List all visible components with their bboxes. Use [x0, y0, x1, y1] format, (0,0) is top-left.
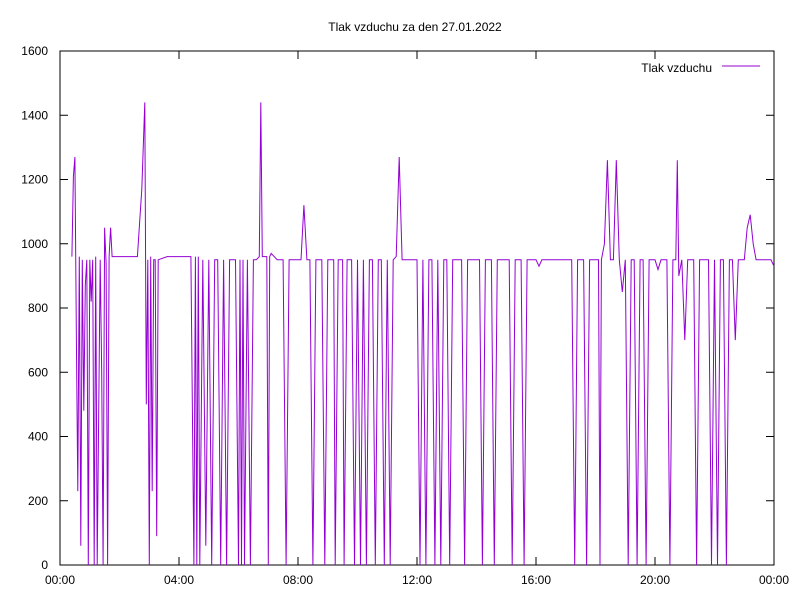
axes: 0 200 400 600 800 1000 1200 1400 1600 00:00 04:00 0… [21, 44, 789, 587]
y-tick-label: 0 [41, 558, 48, 572]
x-tick-label: 20:00 [640, 573, 670, 587]
y-tick-label: 1000 [21, 237, 48, 251]
legend: Tlak vzduchu [641, 61, 760, 75]
y-tick-label: 600 [28, 365, 48, 379]
x-tick-label: 00:00 [759, 573, 789, 587]
y-tick-label: 1200 [21, 173, 48, 187]
y-tick-label: 800 [28, 301, 48, 315]
x-tick-label: 08:00 [283, 573, 313, 587]
x-tick-label: 00:00 [45, 573, 75, 587]
x-tick-label: 16:00 [521, 573, 551, 587]
chart-title: Tlak vzduchu za den 27.01.2022 [328, 20, 502, 34]
y-tick-label: 1600 [21, 44, 48, 58]
series-line-tlak-vzduchu [71, 102, 775, 566]
y-tick-label: 400 [28, 430, 48, 444]
x-tick-label: 12:00 [402, 573, 432, 587]
y-tick-label: 200 [28, 494, 48, 508]
x-tick-label: 04:00 [164, 573, 194, 587]
legend-label: Tlak vzduchu [641, 61, 712, 75]
y-tick-label: 1400 [21, 108, 48, 122]
